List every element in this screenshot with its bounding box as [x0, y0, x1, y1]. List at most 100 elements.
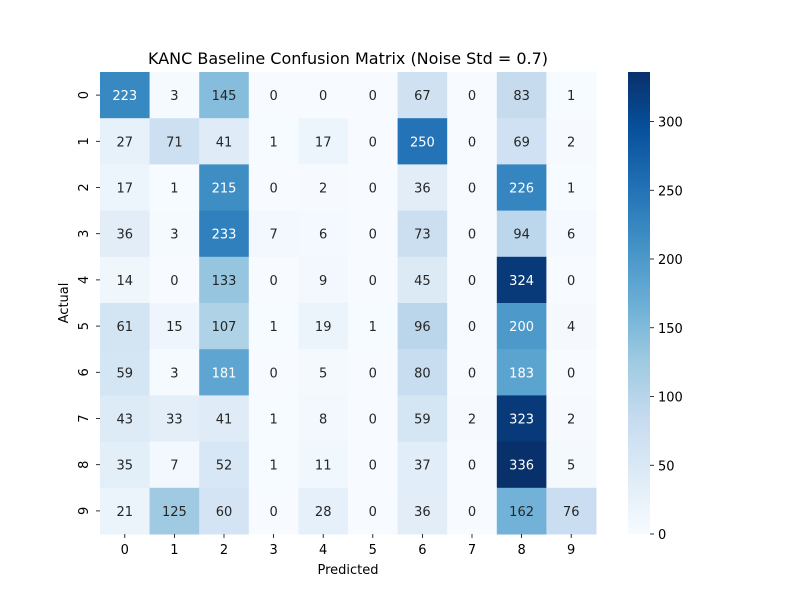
heatmap-cell: [546, 210, 597, 258]
heatmap-cell: [248, 487, 299, 535]
cell-value-label: 5: [319, 366, 327, 381]
heatmap-cell: [149, 441, 200, 489]
heatmap-cell: [496, 395, 547, 443]
cell-value-label: 0: [170, 274, 178, 289]
heatmap-cell: [149, 487, 200, 535]
y-tick-label: 0: [77, 91, 92, 99]
cell-value-label: 0: [269, 505, 277, 520]
x-tick-label: 4: [319, 543, 327, 558]
heatmap-cell: [100, 118, 151, 165]
heatmap-cell: [149, 118, 200, 165]
cell-value-label: 3: [170, 366, 178, 381]
cell-value-label: 0: [468, 274, 476, 289]
heatmap-cell: [100, 349, 151, 396]
cell-value-label: 52: [216, 459, 233, 474]
cell-value-label: 45: [414, 274, 431, 289]
colorbar-tick-label: 200: [658, 253, 683, 268]
cell-value-label: 1: [269, 320, 277, 335]
cell-value-label: 223: [112, 89, 137, 104]
y-tick-label: 6: [77, 368, 92, 376]
x-tick-label: 8: [517, 543, 525, 558]
heatmap-cell: [100, 256, 151, 304]
cell-value-label: 8: [319, 413, 327, 428]
cell-value-label: 1: [269, 135, 277, 150]
cell-value-label: 0: [468, 320, 476, 335]
cell-value-label: 0: [468, 459, 476, 474]
cell-value-label: 9: [319, 274, 327, 289]
cell-value-label: 133: [212, 274, 237, 289]
heatmap-cell: [447, 210, 498, 258]
x-tick-label: 9: [567, 543, 575, 558]
heatmap-cell: [496, 256, 547, 304]
heatmap-cell: [298, 164, 349, 212]
x-tick-label: 6: [418, 543, 426, 558]
cell-value-label: 15: [166, 320, 183, 335]
cell-value-label: 0: [269, 182, 277, 197]
heatmap-cell: [348, 395, 399, 443]
heatmap-cell: [100, 487, 151, 535]
cell-value-label: 33: [166, 413, 183, 428]
heatmap-cell: [298, 72, 349, 119]
cell-value-label: 181: [212, 366, 237, 381]
heatmap-cells: 223 3 145 0 0 0 67 0 83 127 71 41 1 17 0 250 0 69 217 1 215 0…: [100, 72, 597, 535]
heatmap-cell: [397, 349, 448, 396]
cell-value-label: 76: [563, 505, 580, 520]
cell-value-label: 11: [315, 459, 332, 474]
heatmap-cell: [447, 164, 498, 212]
cell-value-label: 80: [414, 366, 431, 381]
cell-value-label: 35: [117, 459, 134, 474]
colorbar-tick-label: 250: [658, 184, 683, 199]
cell-value-label: 0: [369, 274, 377, 289]
heatmap-cell: [248, 256, 299, 304]
y-tick-label: 9: [77, 507, 92, 515]
cell-value-label: 59: [117, 366, 134, 381]
cell-value-label: 17: [315, 135, 332, 150]
x-axis-label: Predicted: [317, 563, 378, 578]
heatmap-cell: [496, 210, 547, 258]
cell-value-label: 21: [117, 505, 134, 520]
x-tick-label: 5: [369, 543, 377, 558]
heatmap-cell: [100, 210, 151, 258]
cell-value-label: 1: [369, 320, 377, 335]
heatmap-cell: [348, 487, 399, 535]
heatmap-cell: [199, 256, 250, 304]
cell-value-label: 14: [117, 274, 134, 289]
colorbar-tick-label: 150: [658, 322, 683, 337]
heatmap-cell: [298, 349, 349, 396]
heatmap-cell: [199, 349, 250, 396]
heatmap-cell: [149, 164, 200, 212]
cell-value-label: 0: [369, 413, 377, 428]
heatmap-cell: [546, 303, 597, 350]
y-axis-label: Actual: [57, 283, 72, 324]
cell-value-label: 7: [269, 228, 277, 243]
y-tick-label: 7: [77, 414, 92, 422]
heatmap-cell: [397, 164, 448, 212]
heatmap-cell: [248, 72, 299, 119]
heatmap-cell: [546, 395, 597, 443]
heatmap-cell: [199, 164, 250, 212]
heatmap-cell: [348, 210, 399, 258]
cell-value-label: 183: [509, 366, 534, 381]
cell-value-label: 71: [166, 135, 183, 150]
cell-value-label: 125: [162, 505, 187, 520]
heatmap-cell: [546, 164, 597, 212]
heatmap-cell: [348, 164, 399, 212]
y-axis: 0 1 2 3 4 5 6 7 8 9: [77, 91, 100, 515]
heatmap-cell: [397, 256, 448, 304]
cell-value-label: 5: [567, 459, 575, 474]
cell-value-label: 107: [212, 320, 237, 335]
cell-value-label: 200: [509, 320, 534, 335]
heatmap-cell: [248, 118, 299, 165]
cell-value-label: 0: [468, 182, 476, 197]
cell-value-label: 61: [117, 320, 134, 335]
heatmap-cell: [397, 395, 448, 443]
cell-value-label: 6: [567, 228, 575, 243]
heatmap-cell: [496, 164, 547, 212]
heatmap-cell: [348, 441, 399, 489]
heatmap-cell: [447, 118, 498, 165]
heatmap-cell: [546, 72, 597, 119]
cell-value-label: 67: [414, 89, 431, 104]
heatmap-cell: [298, 256, 349, 304]
cell-value-label: 0: [369, 182, 377, 197]
cell-value-label: 94: [513, 228, 530, 243]
